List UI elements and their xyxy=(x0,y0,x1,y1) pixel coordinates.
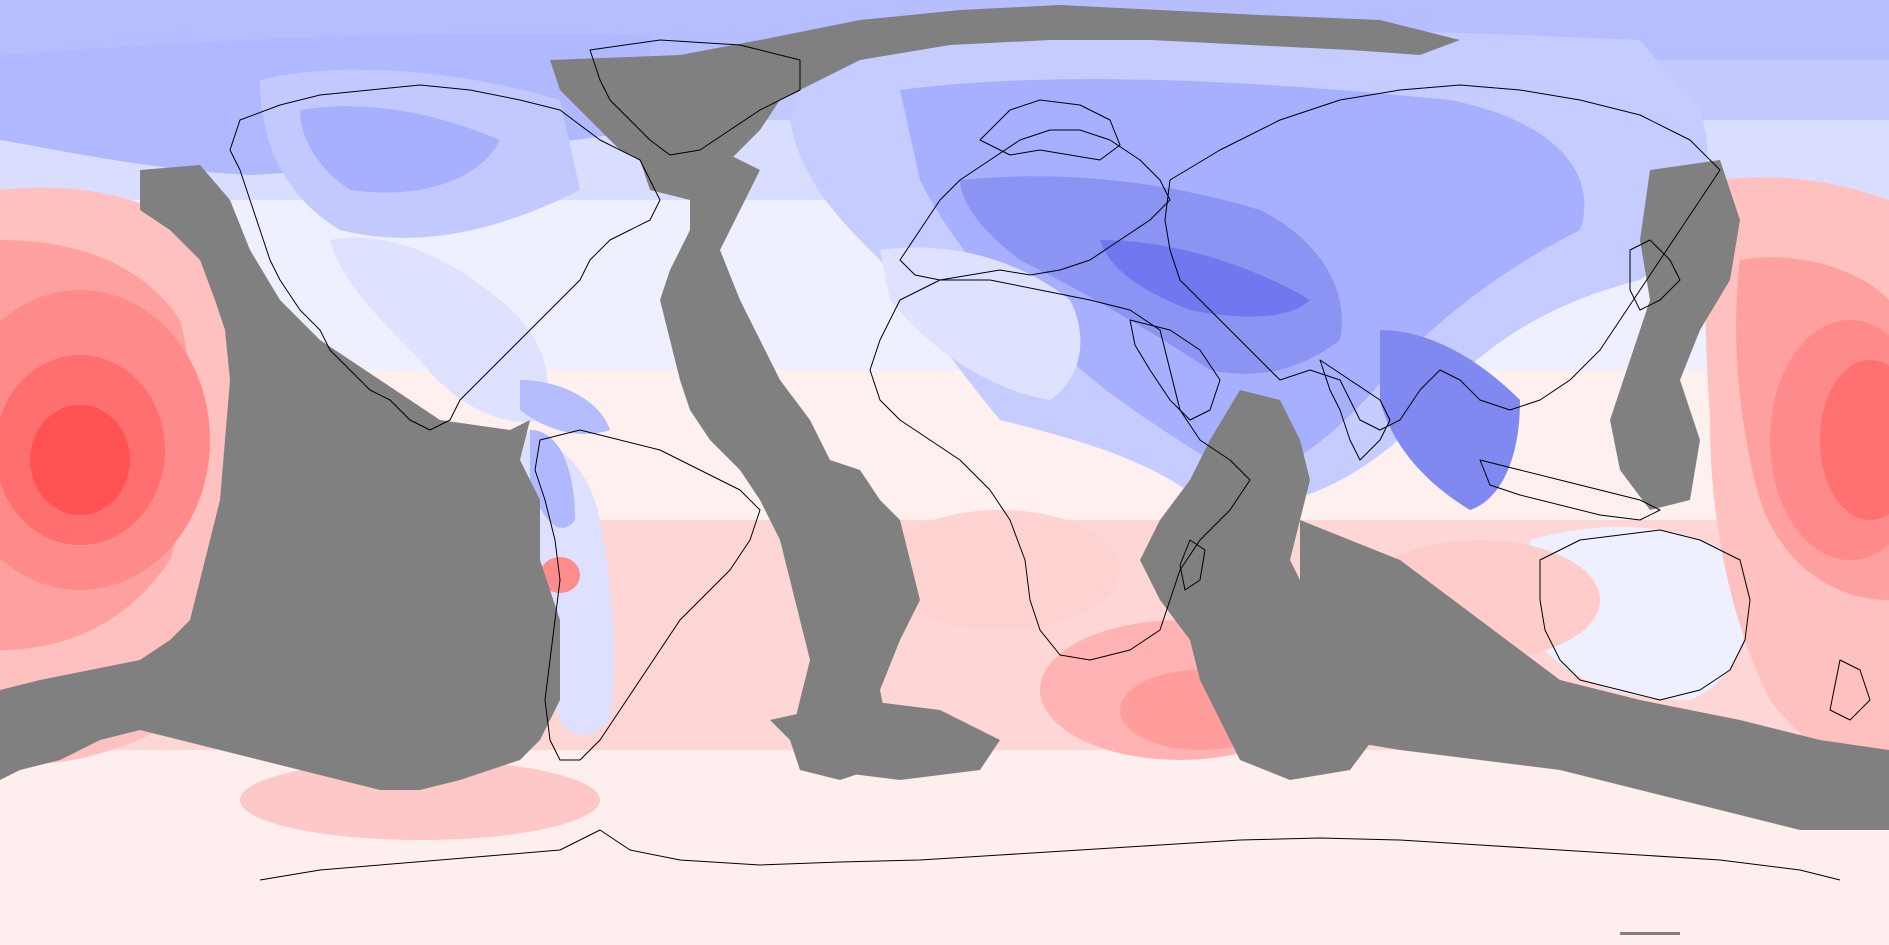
coastline-europe xyxy=(899,129,1171,281)
coastline-africa xyxy=(869,279,1251,661)
coastline-antarctica xyxy=(259,829,1841,881)
coastline-scandinavia xyxy=(979,99,1121,161)
coastline-greenland xyxy=(589,39,801,156)
coastline-new-zealand xyxy=(1829,659,1871,721)
coastlines xyxy=(229,39,1871,881)
warm-anomalies xyxy=(0,177,1889,840)
no-data-mask xyxy=(0,5,1889,830)
coastline-india xyxy=(1319,359,1391,461)
cool-anomalies xyxy=(0,26,1748,735)
scale-bar xyxy=(1620,932,1680,935)
coastline-north-america xyxy=(229,84,661,431)
coastline-madagascar xyxy=(1179,539,1206,591)
coastline-australia xyxy=(1539,529,1751,701)
coastline-south-america xyxy=(534,429,761,761)
coastline-arabia xyxy=(1129,319,1221,421)
coastline-indonesia xyxy=(1479,459,1661,521)
coastline-asia xyxy=(1164,84,1721,431)
coastline-japan xyxy=(1629,239,1681,311)
